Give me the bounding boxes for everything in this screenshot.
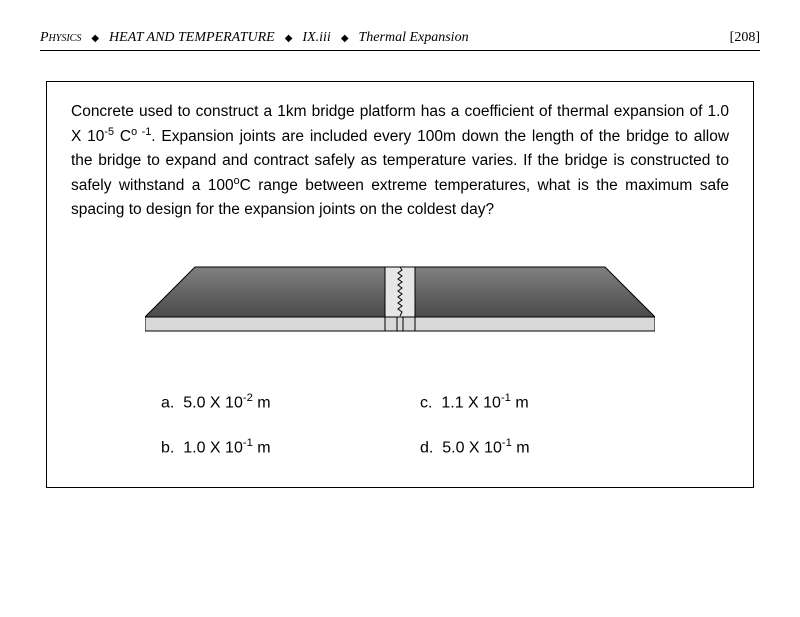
subject-label: Physics bbox=[40, 30, 81, 46]
option-label: c. bbox=[420, 395, 432, 412]
option-value: 5.0 X 10 bbox=[183, 395, 243, 412]
unit-m: m bbox=[443, 128, 456, 145]
option-exponent: -1 bbox=[243, 437, 253, 449]
exponent: o -1 bbox=[131, 126, 151, 138]
option-label: a. bbox=[161, 395, 174, 412]
text-fragment: . Expansion joints are included every 10… bbox=[151, 128, 443, 145]
chapter-label: HEAT AND TEMPERATURE bbox=[109, 30, 275, 46]
option-exponent: -1 bbox=[502, 437, 512, 449]
unit-km: km bbox=[286, 103, 307, 120]
option-value: 5.0 X 10 bbox=[442, 439, 502, 456]
option-d: d. 5.0 X 10-1 m bbox=[420, 437, 639, 457]
option-value: 1.0 X 10 bbox=[183, 439, 243, 456]
expansion-joint-diagram bbox=[145, 262, 655, 342]
option-unit: m bbox=[512, 439, 530, 456]
diagram-container bbox=[71, 262, 729, 342]
option-label: b. bbox=[161, 439, 174, 456]
option-value: 1.1 X 10 bbox=[441, 395, 501, 412]
page-header: Physics ◆ HEAT AND TEMPERATURE ◆ IX.iii … bbox=[40, 30, 760, 51]
option-exponent: -1 bbox=[501, 392, 511, 404]
option-b: b. 1.0 X 10-1 m bbox=[161, 437, 380, 457]
bullet-icon: ◆ bbox=[341, 33, 349, 44]
bullet-icon: ◆ bbox=[91, 33, 99, 44]
page-number: [208] bbox=[730, 30, 760, 46]
section-label: IX.iii bbox=[302, 30, 330, 46]
exponent: -5 bbox=[104, 126, 114, 138]
option-unit: m bbox=[253, 439, 271, 456]
option-unit: m bbox=[511, 395, 529, 412]
question-text: Concrete used to construct a 1km bridge … bbox=[71, 100, 729, 222]
option-a: a. 5.0 X 10-2 m bbox=[161, 392, 380, 412]
breadcrumb: Physics ◆ HEAT AND TEMPERATURE ◆ IX.iii … bbox=[40, 30, 469, 46]
question-container: Concrete used to construct a 1km bridge … bbox=[46, 81, 754, 488]
option-unit: m bbox=[253, 395, 271, 412]
option-label: d. bbox=[420, 439, 433, 456]
option-exponent: -2 bbox=[243, 392, 253, 404]
option-c: c. 1.1 X 10-1 m bbox=[420, 392, 639, 412]
text-fragment: Concrete used to construct a 1 bbox=[71, 103, 286, 120]
answer-options: a. 5.0 X 10-2 m c. 1.1 X 10-1 m b. 1.0 X… bbox=[71, 392, 729, 457]
bullet-icon: ◆ bbox=[285, 33, 293, 44]
text-fragment: C bbox=[114, 128, 131, 145]
topic-label: Thermal Expansion bbox=[359, 30, 469, 46]
